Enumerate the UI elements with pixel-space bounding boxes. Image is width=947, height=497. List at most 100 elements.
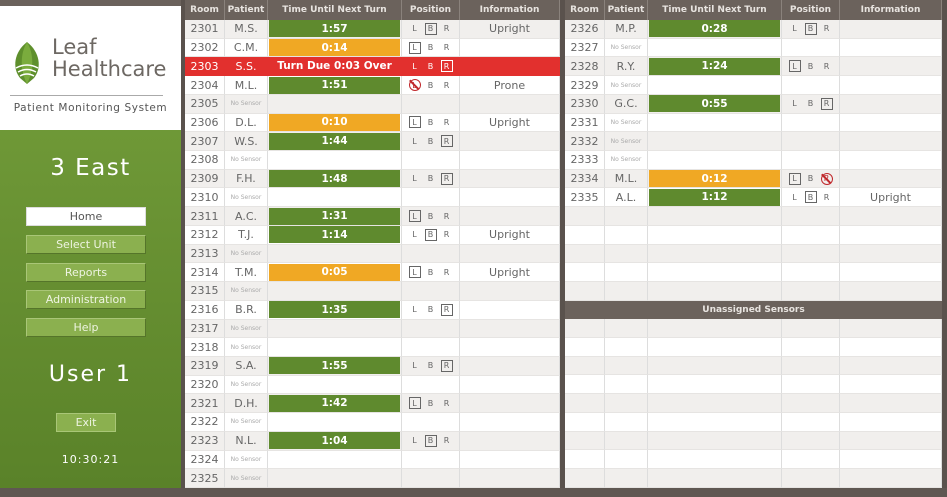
nav-administration-button[interactable]: Administration [26, 290, 146, 309]
time-cell [648, 244, 782, 264]
column-header-position[interactable]: Position [402, 0, 460, 20]
column-header-position[interactable]: Position [782, 0, 840, 20]
position-cell [402, 413, 460, 432]
table-row[interactable]: 2308 No Sensor [185, 151, 560, 170]
time-cell [648, 394, 782, 413]
table-row[interactable]: 2321 D.H. 1:42 L B R [185, 394, 560, 414]
table-row[interactable]: 2332 No Sensor [565, 132, 942, 152]
table-row[interactable] [565, 394, 942, 413]
table-row[interactable]: 2335 A.L. 1:12 L B R Upright [565, 188, 942, 208]
room-number: 2322 [185, 413, 225, 432]
table-row[interactable]: 2331 No Sensor [565, 113, 942, 133]
information [840, 394, 942, 413]
table-row[interactable] [565, 356, 942, 376]
table-row[interactable]: 2313 No Sensor [185, 244, 560, 264]
position-l: L [412, 61, 417, 71]
patient-initials [605, 394, 648, 413]
column-header-room[interactable]: Room [565, 0, 605, 20]
information [840, 94, 942, 114]
table-row[interactable]: 2303 S.S. Turn Due 0:03 Over L B R [185, 57, 560, 77]
table-row[interactable] [565, 338, 942, 357]
column-header-info[interactable]: Information [460, 0, 560, 20]
table-row[interactable] [565, 263, 942, 283]
table-row[interactable] [565, 244, 942, 264]
time-cell: 1:12 [648, 188, 782, 208]
table-row[interactable]: 2329 No Sensor [565, 76, 942, 95]
table-row[interactable]: 2325 No Sensor [185, 469, 560, 488]
patient-initials [605, 450, 648, 470]
column-header-info[interactable]: Information [840, 0, 942, 20]
patient-initials: No Sensor [605, 113, 648, 133]
table-row[interactable]: 2318 No Sensor [185, 338, 560, 357]
table-row[interactable]: 2311 A.C. 1:31 L B R [185, 207, 560, 226]
exit-button[interactable]: Exit [56, 413, 116, 432]
nav-select-unit-button[interactable]: Select Unit [26, 235, 146, 254]
position-l: L [408, 116, 421, 129]
table-row[interactable]: 2326 M.P. 0:28 L B R [565, 20, 942, 39]
turn-timer: 0:12 [649, 170, 780, 188]
information [460, 38, 560, 58]
table-row[interactable]: 2323 N.L. 1:04 L B R [185, 431, 560, 451]
information [460, 300, 560, 320]
table-row[interactable]: 2319 S.A. 1:55 L B R [185, 356, 560, 376]
nav-reports-button[interactable]: Reports [26, 263, 146, 282]
table-row[interactable]: 2328 R.Y. 1:24 L B R [565, 57, 942, 77]
column-header-time[interactable]: Time Until Next Turn [648, 0, 782, 20]
table-row[interactable]: 2307 W.S. 1:44 L B R [185, 132, 560, 152]
table-row[interactable] [565, 431, 942, 451]
table-row[interactable] [565, 469, 942, 488]
column-header-patient[interactable]: Patient [605, 0, 648, 20]
column-header-patient[interactable]: Patient [225, 0, 268, 20]
table-row[interactable]: 2312 T.J. 1:14 L B R Upright [185, 225, 560, 245]
brand-divider [10, 95, 163, 96]
no-sensor-label: No Sensor [230, 343, 262, 351]
table-row[interactable]: 2309 F.H. 1:48 L B R [185, 169, 560, 189]
table-row[interactable]: 2302 C.M. 0:14 L B R [185, 38, 560, 58]
table-row[interactable]: 2324 No Sensor [185, 450, 560, 470]
table-row[interactable] [565, 375, 942, 395]
table-row[interactable]: 2333 No Sensor [565, 151, 942, 170]
table-row[interactable]: 2315 No Sensor [185, 282, 560, 301]
table-row[interactable] [565, 450, 942, 470]
table-row[interactable]: 2322 No Sensor [185, 413, 560, 432]
column-header-room[interactable]: Room [185, 0, 225, 20]
table-row[interactable]: 2314 T.M. 0:05 L B R Upright [185, 263, 560, 283]
table-row[interactable]: 2306 D.L. 0:10 L B R Upright [185, 113, 560, 133]
table-row[interactable] [565, 282, 942, 301]
position-b: B [427, 361, 434, 371]
bottom-bar [0, 488, 947, 497]
table-row[interactable] [565, 225, 942, 245]
position-l: L [788, 60, 801, 73]
table-row[interactable]: 2317 No Sensor [185, 319, 560, 339]
table-row[interactable]: 2334 M.L. 0:12 L B R [565, 169, 942, 189]
table-row[interactable] [565, 319, 942, 338]
table-row[interactable]: 2305 No Sensor [185, 94, 560, 114]
table-row[interactable]: 2330 G.C. 0:55 L B R [565, 94, 942, 114]
nav-help-button[interactable]: Help [26, 318, 146, 337]
time-cell: 1:57 [268, 20, 402, 39]
table-row[interactable]: 2320 No Sensor [185, 375, 560, 395]
room-number [565, 431, 605, 451]
table-row[interactable]: 2310 No Sensor [185, 188, 560, 208]
sidebar: Leaf Healthcare Patient Monitoring Syste… [0, 0, 181, 488]
no-sensor-label: No Sensor [610, 118, 642, 126]
table-row[interactable]: 2316 B.R. 1:35 L B R [185, 300, 560, 320]
time-cell [648, 151, 782, 170]
table-row[interactable]: 2301 M.S. 1:57 L B R Upright [185, 20, 560, 39]
time-cell: 1:24 [648, 57, 782, 77]
column-header-time[interactable]: Time Until Next Turn [268, 0, 402, 20]
table-row[interactable] [565, 207, 942, 226]
position-cell [782, 282, 840, 301]
table-row[interactable]: 2327 No Sensor [565, 38, 942, 58]
table-row[interactable] [565, 412, 942, 432]
table-row[interactable]: 2304 M.L. 1:51 L B R Prone [185, 76, 560, 95]
nav-home-button[interactable]: Home [26, 207, 146, 226]
time-cell: 0:28 [648, 20, 782, 39]
